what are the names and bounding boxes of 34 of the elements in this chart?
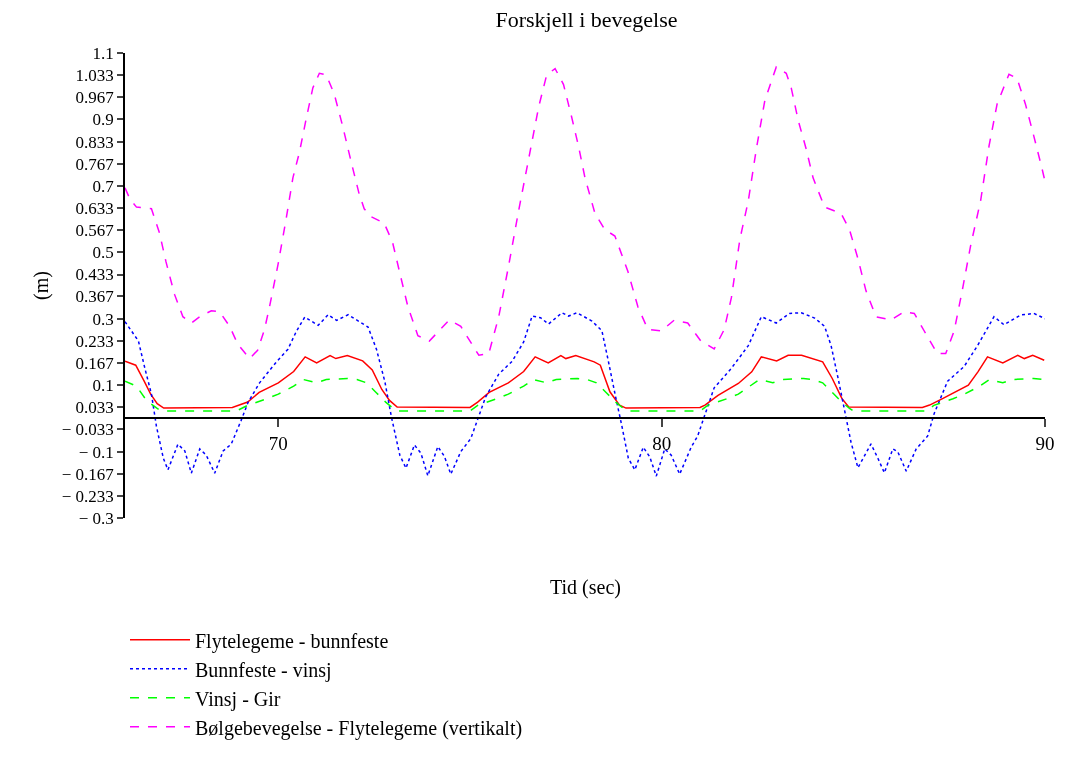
y-tick-label: − 0.167 bbox=[61, 464, 115, 484]
y-tick-label: − 0.1 bbox=[78, 442, 114, 462]
legend-label: Vinsj - Gir bbox=[195, 687, 281, 711]
line-series bbox=[125, 354, 1045, 409]
y-tick-label: 0.1 bbox=[92, 376, 114, 396]
y-tick-label: 0.367 bbox=[75, 287, 115, 307]
y-tick-label: 0.7 bbox=[92, 176, 115, 196]
y-tick-label: − 0.3 bbox=[78, 508, 114, 528]
y-tick-label: 0.967 bbox=[75, 88, 115, 108]
y-tick-label: 0.3 bbox=[92, 309, 114, 329]
y-tick-label: 0.167 bbox=[75, 353, 115, 373]
x-tick-label: 70 bbox=[268, 432, 288, 454]
y-tick-label: 0.767 bbox=[75, 154, 115, 174]
y-tick-label: 0.9 bbox=[92, 110, 114, 130]
y-tick-label: 1.1 bbox=[92, 43, 114, 63]
y-tick-label: 0.033 bbox=[75, 398, 114, 418]
y-tick-label: 0.833 bbox=[75, 132, 114, 152]
y-tick-label: 0.433 bbox=[75, 265, 114, 285]
y-tick-label: − 0.233 bbox=[61, 486, 114, 506]
x-tick-label: 90 bbox=[1035, 432, 1055, 454]
x-tick-label: 80 bbox=[652, 432, 672, 454]
y-tick-label: 0.633 bbox=[75, 199, 114, 219]
legend-label: Flytelegeme - bunnfeste bbox=[195, 629, 389, 653]
y-tick-label: 0.233 bbox=[75, 331, 114, 351]
chart-title: Forskjell i bevegelse bbox=[495, 7, 678, 33]
x-axis-title: Tid (sec) bbox=[550, 576, 621, 599]
y-tick-label: 0.567 bbox=[75, 220, 115, 240]
legend-label: Bunnfeste - vinsj bbox=[195, 658, 332, 682]
y-axis-title: (m) bbox=[29, 271, 53, 300]
line-series bbox=[125, 66, 1045, 360]
y-tick-label: − 0.033 bbox=[61, 420, 114, 440]
y-tick-label: 0.5 bbox=[92, 243, 114, 263]
y-tick-label: 1.033 bbox=[75, 66, 114, 86]
legend-label: Bølgebevegelse - Flytelegeme (vertikalt) bbox=[195, 716, 523, 740]
